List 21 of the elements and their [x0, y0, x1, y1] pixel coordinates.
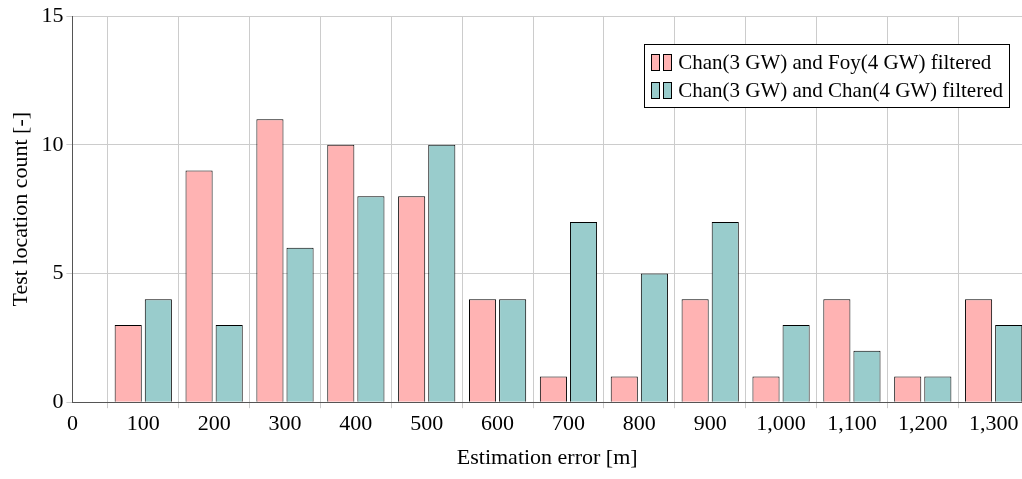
x-axis-title: Estimation error [m] [456, 443, 638, 469]
x-tick-label: 500 [410, 410, 444, 436]
x-tick-label: 900 [693, 410, 727, 436]
y-axis-title: Test location count [-] [6, 111, 32, 307]
x-tick-label: 800 [622, 410, 656, 436]
y-tick-label: 10 [41, 130, 64, 156]
x-tick-label: 200 [197, 410, 231, 436]
legend-label: Chan(3 GW) and Chan(4 GW) filtered [678, 77, 1003, 104]
x-tick-label: 1,200 [898, 410, 948, 436]
y-tick-label: 15 [41, 1, 64, 27]
x-tick-label: 1,300 [968, 410, 1019, 436]
x-tick-label: 1,000 [756, 410, 806, 436]
x-tick-label: 400 [339, 410, 373, 436]
y-tick-label: 5 [52, 259, 64, 285]
y-tick-label: 0 [52, 387, 64, 413]
x-tick-label: 700 [551, 410, 585, 436]
x-tick-label: 300 [268, 410, 302, 436]
x-tick-label: 1,100 [827, 410, 877, 436]
x-tick-label: 100 [126, 410, 160, 436]
legend-label: Chan(3 GW) and Foy(4 GW) filtered [678, 49, 992, 76]
x-tick-label: 600 [481, 410, 515, 436]
